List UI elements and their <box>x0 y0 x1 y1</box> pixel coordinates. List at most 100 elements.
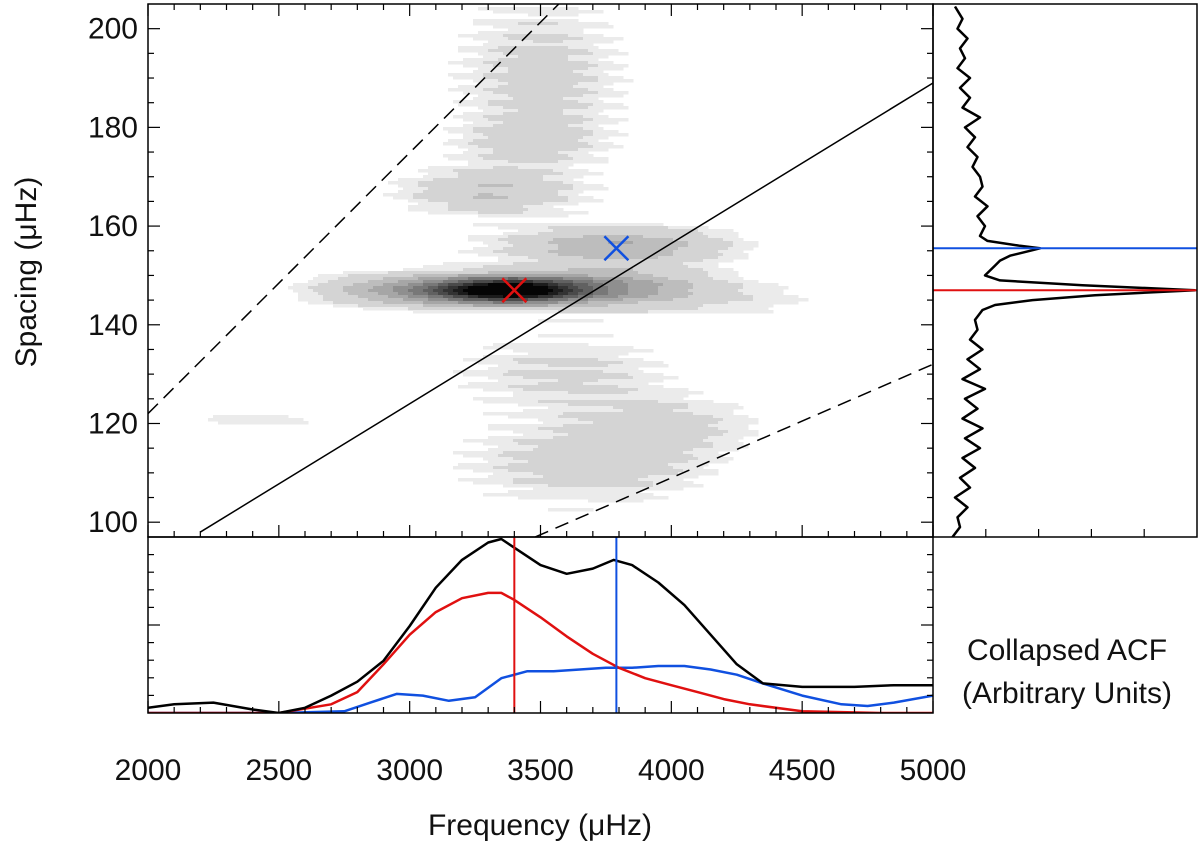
heatmap-cell <box>478 133 484 137</box>
heatmap-cell <box>548 7 554 11</box>
heatmap-cell <box>608 229 614 233</box>
heatmap-cell <box>438 307 444 311</box>
heatmap-cell <box>443 181 449 185</box>
heatmap-cell <box>523 283 529 287</box>
heatmap-cell <box>308 301 314 305</box>
heatmap-cell <box>588 307 594 311</box>
heatmap-cell <box>538 334 544 338</box>
heatmap-cell <box>508 40 514 44</box>
heatmap-cell <box>533 34 539 38</box>
heatmap-cell <box>518 49 524 53</box>
heatmap-cell <box>598 403 604 407</box>
heatmap-cell <box>628 295 634 299</box>
heatmap-cell <box>518 172 524 176</box>
heatmap-cell <box>718 307 724 311</box>
heatmap-cell <box>593 238 599 242</box>
heatmap-cell <box>393 307 399 311</box>
heatmap-cell <box>533 184 539 188</box>
heatmap-cell <box>558 238 564 242</box>
heatmap-cell <box>538 361 544 365</box>
heatmap-cell <box>578 289 584 293</box>
heatmap-cell <box>508 52 514 56</box>
heatmap-cell <box>623 250 629 254</box>
heatmap-cell <box>513 373 519 377</box>
heatmap-cell <box>673 310 679 314</box>
heatmap-cell <box>543 169 549 173</box>
heatmap-cell <box>558 70 564 74</box>
heatmap-cell <box>728 286 734 290</box>
heatmap-cell <box>558 85 564 89</box>
heatmap-cell <box>508 49 514 53</box>
heatmap-cell <box>648 250 654 254</box>
heatmap-cell <box>538 91 544 95</box>
heatmap-cell <box>498 373 504 377</box>
heatmap-cell <box>358 292 364 296</box>
heatmap-cell <box>433 178 439 182</box>
heatmap-cell <box>543 268 549 272</box>
heatmap-cell <box>653 397 659 401</box>
heatmap-cell <box>463 166 469 170</box>
heatmap-cell <box>468 130 474 134</box>
heatmap-cell <box>708 310 714 314</box>
heatmap-cell <box>503 154 509 158</box>
heatmap-cell <box>553 100 559 104</box>
heatmap-cell <box>603 397 609 401</box>
heatmap-cell <box>503 412 509 416</box>
heatmap-cell <box>773 289 779 293</box>
heatmap-cell <box>563 232 569 236</box>
heatmap-cell <box>598 283 604 287</box>
heatmap-cell <box>548 346 554 350</box>
heatmap-cell <box>593 145 599 149</box>
heatmap-cell <box>573 223 579 227</box>
heatmap-cell <box>548 73 554 77</box>
heatmap-cell <box>528 91 534 95</box>
heatmap-cell <box>578 127 584 131</box>
heatmap-cell <box>608 64 614 68</box>
heatmap-cell <box>468 154 474 158</box>
heatmap-cell <box>493 100 499 104</box>
heatmap-cell <box>483 157 489 161</box>
heatmap-cell <box>523 364 529 368</box>
heatmap-cell <box>633 277 639 281</box>
heatmap-cell <box>488 154 494 158</box>
heatmap-cell <box>453 211 459 215</box>
heatmap-cell <box>493 286 499 290</box>
heatmap-cell <box>468 169 474 173</box>
heatmap-cell <box>423 175 429 179</box>
heatmap-cell <box>548 10 554 14</box>
heatmap-cell <box>678 286 684 290</box>
heatmap-cell <box>698 286 704 290</box>
heatmap-cell <box>608 349 614 353</box>
heatmap-cell <box>693 295 699 299</box>
heatmap-cell <box>628 358 634 362</box>
heatmap-cell <box>648 400 654 404</box>
heatmap-cell <box>333 277 339 281</box>
heatmap-cell <box>518 7 524 11</box>
heatmap-cell <box>313 280 319 284</box>
heatmap-cell <box>468 382 474 386</box>
heatmap-cell <box>533 130 539 134</box>
heatmap-cell <box>578 394 584 398</box>
heatmap-cell <box>553 307 559 311</box>
heatmap-cell <box>468 250 474 254</box>
heatmap-cell <box>478 142 484 146</box>
heatmap-cell <box>418 193 424 197</box>
heatmap-cell <box>583 280 589 284</box>
heatmap-cell <box>473 175 479 179</box>
heatmap-cell <box>663 277 669 281</box>
heatmap-cell <box>468 91 474 95</box>
heatmap-cell <box>628 406 634 410</box>
heatmap-cell <box>548 277 554 281</box>
heatmap-cell <box>558 244 564 248</box>
heatmap-cell <box>528 64 534 68</box>
heatmap-cell <box>488 388 494 392</box>
heatmap-cell <box>493 25 499 29</box>
heatmap-cell <box>608 94 614 98</box>
heatmap-cell <box>523 28 529 32</box>
heatmap-cell <box>483 58 489 62</box>
heatmap-cell <box>578 241 584 245</box>
heatmap-cell <box>588 229 594 233</box>
heatmap-cell <box>333 298 339 302</box>
heatmap-cell <box>588 160 594 164</box>
heatmap-cell <box>453 280 459 284</box>
